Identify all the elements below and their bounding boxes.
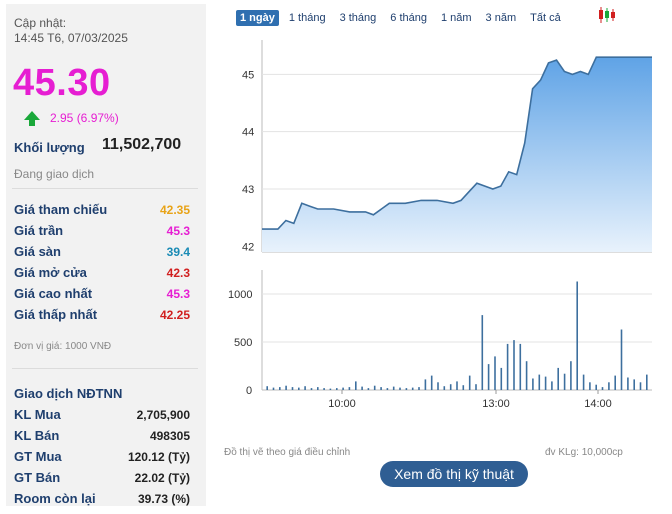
price-line-chart <box>262 56 652 253</box>
foreign-buy-val-value: 120.12 (Tỷ) <box>127 450 190 464</box>
tab-all[interactable]: Tất cả <box>530 12 561 24</box>
price-tick-label: 43 <box>242 184 254 196</box>
tab-3-years[interactable]: 3 năm <box>485 12 517 24</box>
foreign-sell-vol-label: KL Bán <box>14 428 60 443</box>
price-area <box>262 57 652 253</box>
volume-tick-label: 0 <box>246 385 252 397</box>
volume-label: Khối lượng <box>14 140 85 155</box>
high-price-label: Giá cao nhất <box>14 286 93 301</box>
volume-tick-label: 500 <box>234 337 252 349</box>
candlestick-icon[interactable] <box>597 6 617 24</box>
ref-price-label: Giá tham chiếu <box>14 202 108 217</box>
divider <box>12 188 198 189</box>
divider <box>12 368 198 369</box>
tab-1-year[interactable]: 1 năm <box>440 12 472 24</box>
tab-1-day[interactable]: 1 ngày <box>236 10 279 26</box>
tab-6-months[interactable]: 6 tháng <box>390 12 427 24</box>
volume-value: 11,502,700 <box>102 136 182 153</box>
chart-note-volume-unit: đv KLg: 10,000cp <box>545 447 623 458</box>
foreign-sell-vol-value: 498305 <box>149 429 190 443</box>
floor-price-label: Giá sàn <box>14 244 61 259</box>
volume-grid: 1000 500 0 <box>228 270 652 397</box>
price-tick-label: 44 <box>242 127 254 139</box>
price-line <box>262 56 652 230</box>
low-price-value: 42.25 <box>159 308 190 322</box>
updated-time: 14:45 T6, 07/03/2025 <box>14 31 128 45</box>
price-tick-label: 45 <box>242 69 254 81</box>
room-left-value: 39.73 (%) <box>137 492 190 506</box>
trading-status: Đang giao dịch <box>14 167 95 181</box>
chart-note-adjusted: Đồ thị vẽ theo giá điều chỉnh <box>224 447 351 458</box>
current-price: 45.30 <box>13 62 111 104</box>
time-axis: 10:00 13:00 14:00 <box>328 390 612 410</box>
price-change: 2.95 (6.97%) <box>50 111 119 125</box>
price-tick-label: 42 <box>242 241 254 253</box>
open-price-label: Giá mở cửa <box>14 265 87 280</box>
up-arrow-icon <box>24 110 40 126</box>
left-panel: Cập nhật: 14:45 T6, 07/03/2025 45.30 2.9… <box>6 4 206 506</box>
floor-price-value: 39.4 <box>166 245 190 259</box>
tab-1-month[interactable]: 1 tháng <box>288 12 326 24</box>
price-change-row: 2.95 (6.97%) <box>24 108 119 128</box>
foreign-buy-vol-value: 2,705,900 <box>136 408 190 422</box>
room-left-label: Room còn lại <box>14 491 96 506</box>
period-tabs: 1 ngày 1 tháng 3 tháng 6 tháng 1 năm 3 n… <box>236 9 571 27</box>
tab-3-months[interactable]: 3 tháng <box>339 12 377 24</box>
foreign-buy-vol-label: KL Mua <box>14 407 61 422</box>
technical-chart-button[interactable]: Xem đồ thị kỹ thuật <box>380 461 528 487</box>
volume-bar-chart <box>266 281 648 390</box>
ceiling-price-value: 45.3 <box>166 224 190 238</box>
ref-price-value: 42.35 <box>159 203 190 217</box>
price-volume-chart[interactable]: 45 44 43 42 1000 500 0 10:00 13:00 14:00 <box>212 38 658 438</box>
high-price-value: 45.3 <box>166 287 190 301</box>
volume-tick-label: 1000 <box>228 289 252 301</box>
time-tick-label: 10:00 <box>328 398 356 410</box>
time-tick-label: 14:00 <box>584 398 612 410</box>
foreign-buy-val-label: GT Mua <box>14 449 62 464</box>
time-tick-label: 13:00 <box>482 398 510 410</box>
updated-label: Cập nhật: <box>14 16 67 30</box>
foreign-sell-val-label: GT Bán <box>14 470 61 485</box>
unit-note: Đơn vị giá: 1000 VNĐ <box>14 341 112 352</box>
low-price-label: Giá thấp nhất <box>14 307 98 322</box>
ceiling-price-label: Giá trần <box>14 223 64 238</box>
foreign-sell-val-value: 22.02 (Tỷ) <box>134 471 190 485</box>
open-price-value: 42.3 <box>166 266 190 280</box>
foreign-trading-title: Giao dịch NĐTNN <box>14 386 123 401</box>
